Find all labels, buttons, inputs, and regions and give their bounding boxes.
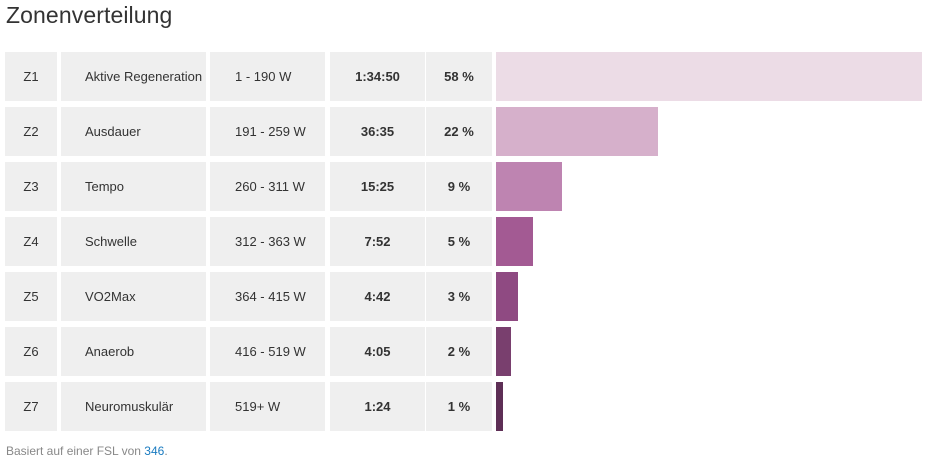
zone-range: 191 - 259 W — [210, 107, 325, 156]
zone-time: 4:05 — [330, 327, 425, 376]
bar-track — [496, 52, 922, 101]
zone-time: 1:24 — [330, 382, 425, 431]
zone-name: Schwelle — [61, 217, 206, 266]
zone-bar-z5 — [496, 272, 518, 321]
zone-range: 1 - 190 W — [210, 52, 325, 101]
zone-time: 1:34:50 — [330, 52, 425, 101]
footer-note: Basiert auf einer FSL von 346. — [6, 444, 168, 458]
footer-suffix: . — [164, 444, 168, 458]
bar-track — [496, 162, 922, 211]
zone-bar-z6 — [496, 327, 511, 376]
zone-name: VO2Max — [61, 272, 206, 321]
zone-row-z5: Z5 VO2Max 364 - 415 W 4:42 3 % — [5, 272, 923, 321]
zone-time: 7:52 — [330, 217, 425, 266]
bar-track — [496, 107, 922, 156]
zone-percent: 58 % — [426, 52, 492, 101]
page-title: Zonenverteilung — [6, 2, 173, 28]
zone-percent: 9 % — [426, 162, 492, 211]
zone-label: Z3 — [5, 162, 57, 211]
zone-percent: 1 % — [426, 382, 492, 431]
zone-label: Z1 — [5, 52, 57, 101]
zone-bar-z1 — [496, 52, 922, 101]
bar-track — [496, 382, 922, 431]
zone-label: Z5 — [5, 272, 57, 321]
zone-bar-z2 — [496, 107, 658, 156]
zone-name: Aktive Regeneration — [61, 52, 206, 101]
zone-label: Z4 — [5, 217, 57, 266]
zone-name: Tempo — [61, 162, 206, 211]
zone-label: Z6 — [5, 327, 57, 376]
bar-track — [496, 217, 922, 266]
zone-range: 312 - 363 W — [210, 217, 325, 266]
bar-track — [496, 327, 922, 376]
zone-time: 36:35 — [330, 107, 425, 156]
zone-bar-z3 — [496, 162, 562, 211]
zone-range: 519+ W — [210, 382, 325, 431]
zone-row-z3: Z3 Tempo 260 - 311 W 15:25 9 % — [5, 162, 923, 211]
zone-name: Anaerob — [61, 327, 206, 376]
zone-time: 15:25 — [330, 162, 425, 211]
zone-time: 4:42 — [330, 272, 425, 321]
zone-range: 416 - 519 W — [210, 327, 325, 376]
zone-bar-z4 — [496, 217, 533, 266]
zone-row-z6: Z6 Anaerob 416 - 519 W 4:05 2 % — [5, 327, 923, 376]
zone-range: 364 - 415 W — [210, 272, 325, 321]
zone-row-z4: Z4 Schwelle 312 - 363 W 7:52 5 % — [5, 217, 923, 266]
zone-percent: 5 % — [426, 217, 492, 266]
zone-row-z7: Z7 Neuromuskulär 519+ W 1:24 1 % — [5, 382, 923, 431]
fsl-link[interactable]: 346 — [144, 444, 165, 458]
zone-label: Z7 — [5, 382, 57, 431]
zone-range: 260 - 311 W — [210, 162, 325, 211]
zone-label: Z2 — [5, 107, 57, 156]
zone-name: Ausdauer — [61, 107, 206, 156]
zone-bar-z7 — [496, 382, 503, 431]
zone-percent: 2 % — [426, 327, 492, 376]
zone-row-z1: Z1 Aktive Regeneration 1 - 190 W 1:34:50 58 … — [5, 52, 923, 101]
zone-row-z2: Z2 Ausdauer 191 - 259 W 36:35 22 % — [5, 107, 923, 156]
zone-percent: 22 % — [426, 107, 492, 156]
bar-track — [496, 272, 922, 321]
zone-name: Neuromuskulär — [61, 382, 206, 431]
footer-prefix: Basiert auf einer FSL von — [6, 444, 145, 458]
zone-table: Z1 Aktive Regeneration 1 - 190 W 1:34:50 58 … — [5, 52, 923, 437]
zone-percent: 3 % — [426, 272, 492, 321]
